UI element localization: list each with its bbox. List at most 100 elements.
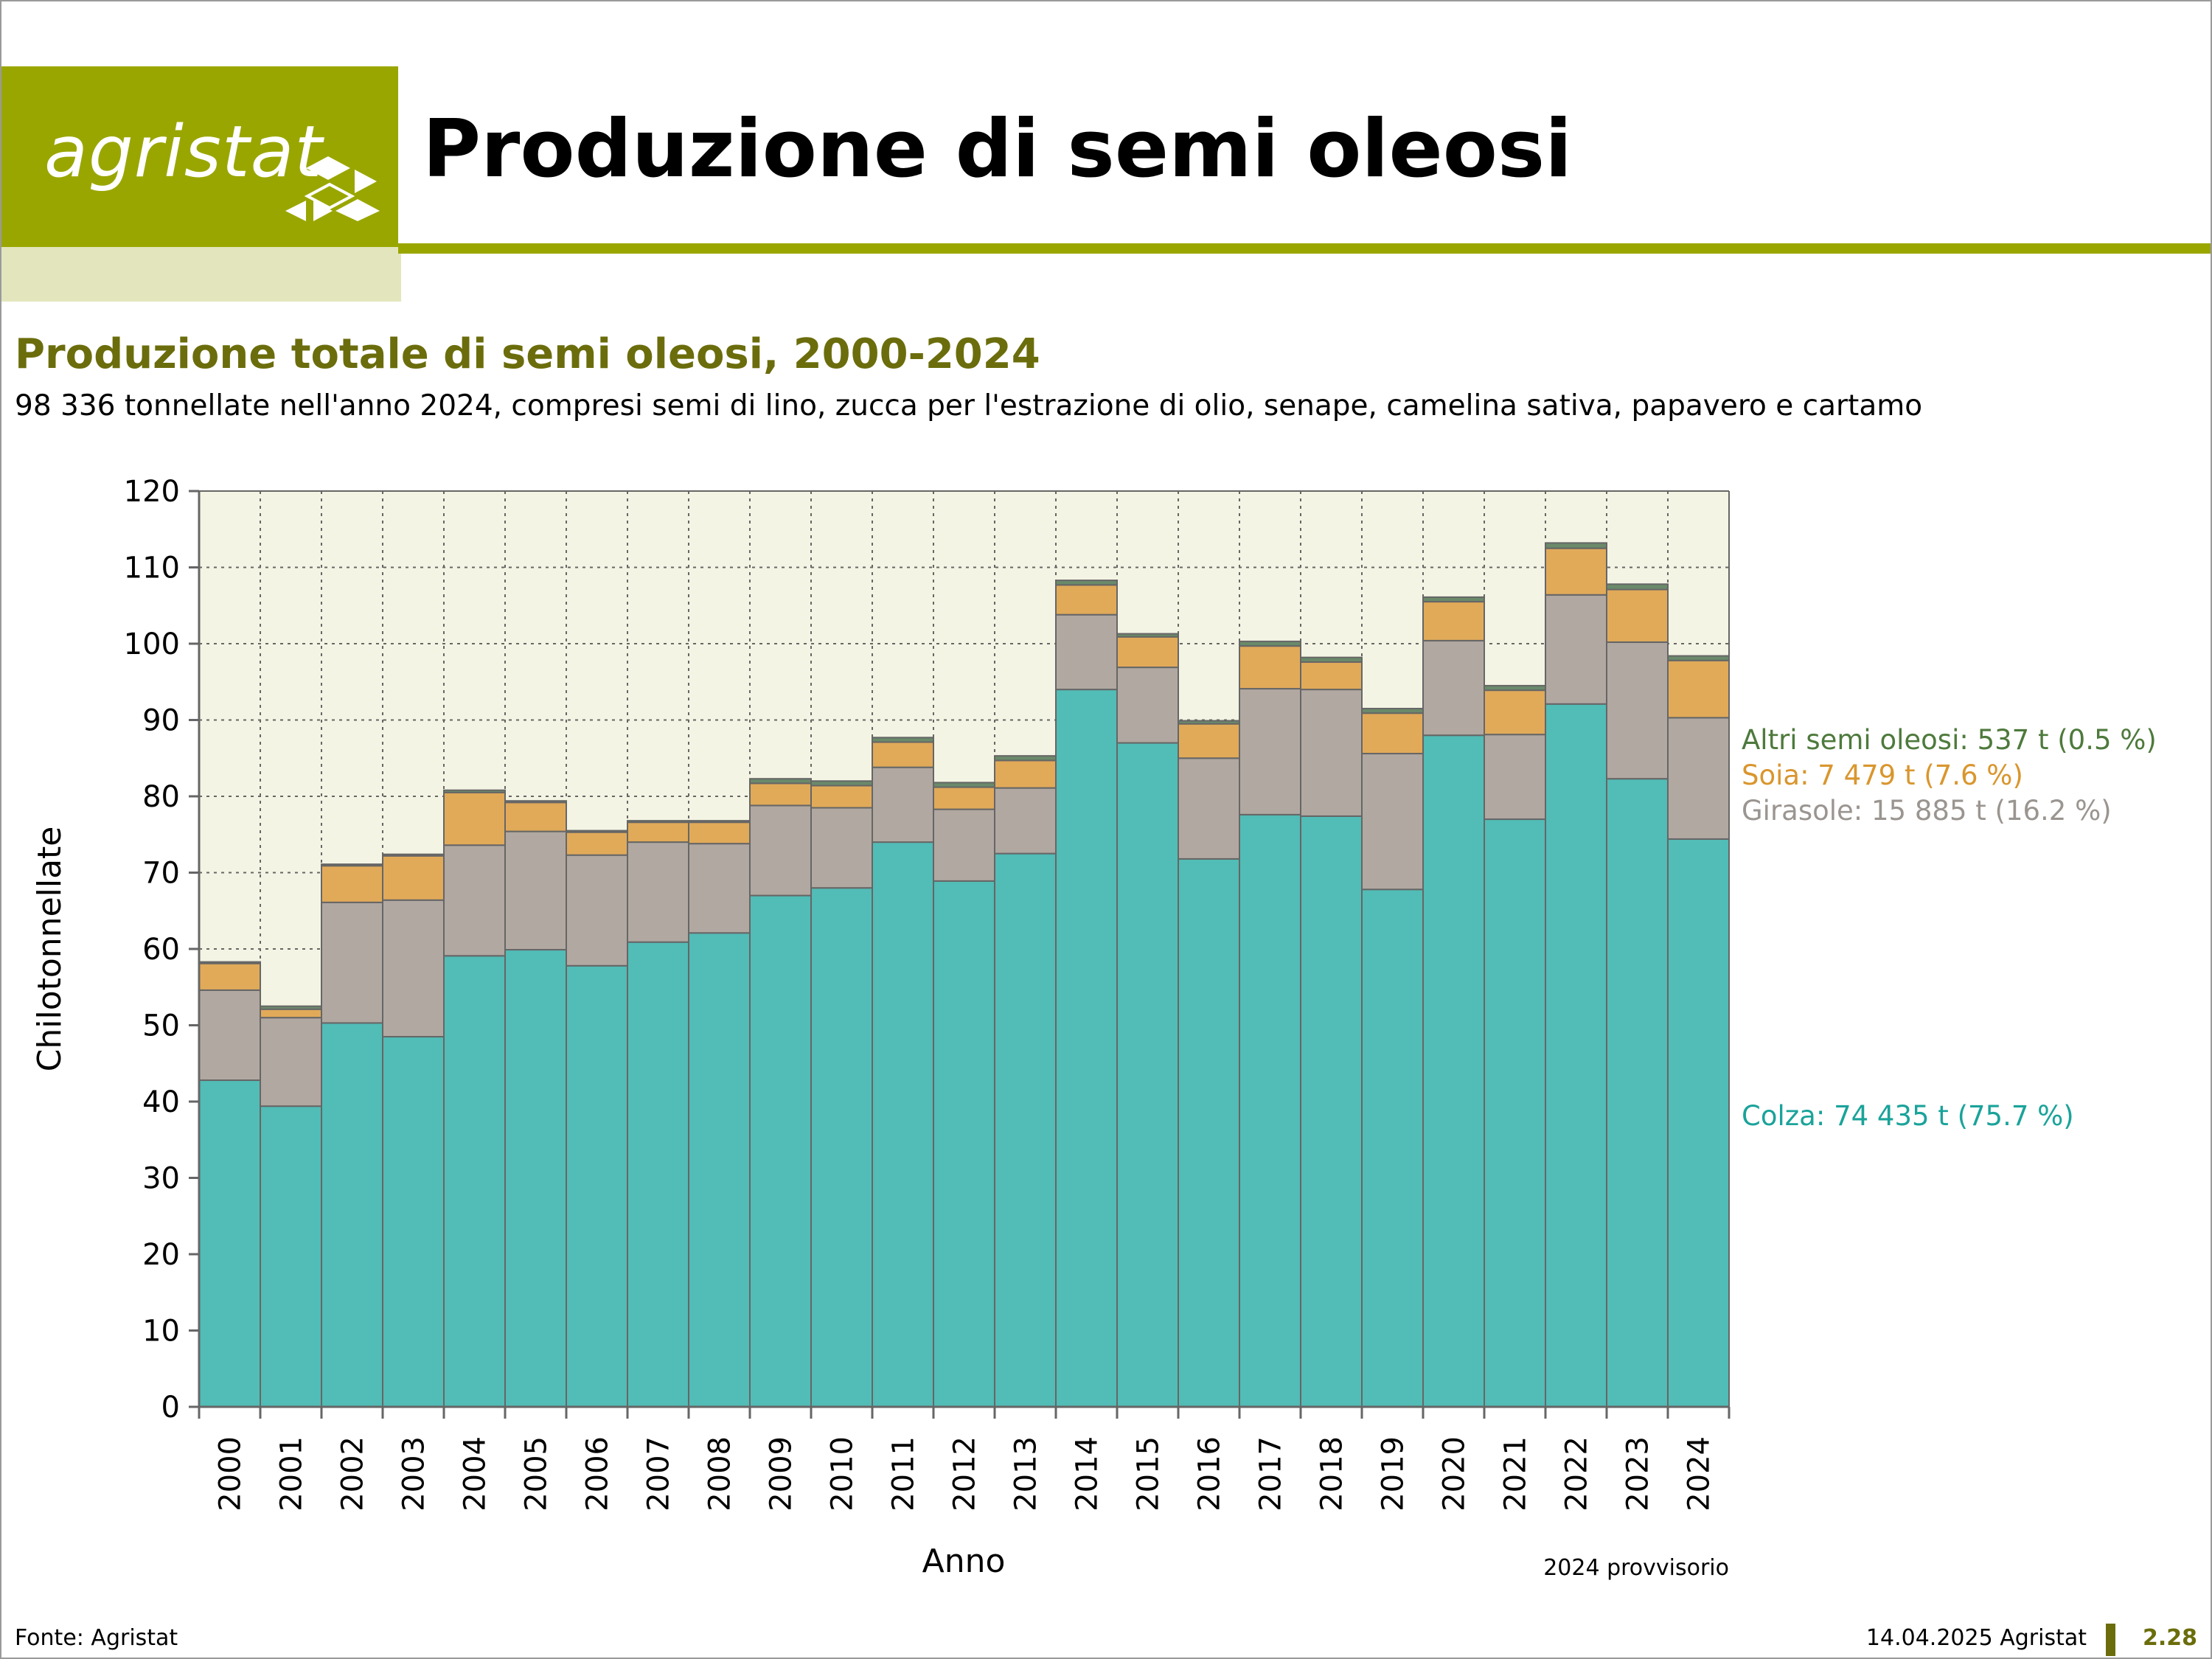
- bar-segment-girasole-2023: [1606, 641, 1669, 780]
- bar-segment-altri-2012: [933, 782, 995, 788]
- bar-segment-soia-2017: [1239, 645, 1301, 690]
- bar-segment-soia-2010: [810, 785, 873, 809]
- x-tick-label: 2021: [1499, 1436, 1533, 1512]
- bar-segment-altri-2023: [1606, 583, 1669, 591]
- x-tick-label: 2002: [336, 1436, 370, 1512]
- page-number: 2.28: [2142, 1625, 2197, 1651]
- bar-segment-girasole-2021: [1484, 734, 1546, 821]
- bar-segment-colza-2007: [627, 941, 689, 1408]
- y-tick-label: 80: [142, 780, 180, 814]
- bar-segment-girasole-2018: [1300, 689, 1363, 817]
- y-tick-label: 100: [124, 627, 180, 661]
- series-label-altri: Altri semi oleosi: 537 t (0.5 %): [1742, 724, 2157, 756]
- bar-segment-girasole-2003: [382, 899, 445, 1038]
- bar-segment-soia-2000: [198, 962, 261, 991]
- stacked-bar-chart: 0 10 20 30 40 50 60 70 80 90 100 110 120 2000 2001 2002…: [31, 475, 2157, 1581]
- bar-segment-soia-2006: [566, 831, 628, 856]
- bar-segment-soia-2023: [1606, 588, 1669, 643]
- y-tick-label: 120: [124, 475, 180, 509]
- logo-underbar: [1, 247, 401, 302]
- bar-segment-girasole-2011: [872, 766, 934, 844]
- provisional-note: 2024 provvisorio: [1543, 1555, 1729, 1581]
- bar-segment-colza-2011: [872, 841, 934, 1408]
- source-note: Fonte: Agristat: [15, 1625, 178, 1651]
- footer-marker: [2106, 1624, 2115, 1656]
- bar-segment-altri-2006: [566, 830, 628, 833]
- bar-segment-colza-2008: [688, 932, 751, 1408]
- y-tick-label: 40: [142, 1085, 180, 1119]
- bar-segment-altri-2010: [810, 780, 873, 787]
- bar-segment-soia-2009: [749, 782, 812, 807]
- bar-segment-colza-2018: [1300, 815, 1363, 1408]
- x-tick-label: 2023: [1621, 1436, 1655, 1512]
- bar-segment-colza-2022: [1545, 703, 1607, 1408]
- logo-mark-icon: [285, 156, 380, 221]
- bar-segment-colza-2024: [1667, 838, 1730, 1408]
- bar-segment-soia-2013: [994, 759, 1057, 789]
- x-tick-label: 2018: [1315, 1436, 1349, 1512]
- bar-segment-girasole-2009: [749, 804, 812, 897]
- bar-segment-colza-2017: [1239, 813, 1301, 1408]
- bar-segment-colza-2006: [566, 964, 628, 1408]
- bar-segment-soia-2015: [1116, 636, 1179, 669]
- series-label-colza: Colza: 74 435 t (75.7 %): [1742, 1100, 2074, 1132]
- bar-segment-soia-2005: [504, 801, 567, 832]
- x-tick-label: 2003: [397, 1436, 431, 1512]
- bar-segment-altri-2021: [1484, 684, 1546, 692]
- logo-panel: [1, 66, 398, 247]
- y-tick-label: 110: [124, 552, 180, 585]
- bar-segment-altri-2022: [1545, 542, 1607, 549]
- bar-segment-soia-2002: [321, 865, 383, 903]
- bar-segment-colza-2023: [1606, 778, 1669, 1408]
- bar-segment-altri-2008: [688, 820, 751, 824]
- y-tick-label: 0: [161, 1391, 180, 1425]
- bar-segment-colza-2003: [382, 1036, 445, 1408]
- bar-segment-colza-2020: [1422, 734, 1485, 1408]
- bar-segment-colza-2004: [443, 955, 506, 1408]
- bar-segment-girasole-2022: [1545, 594, 1607, 705]
- x-tick-label: 2007: [642, 1436, 676, 1512]
- x-tick-label: 2004: [459, 1436, 493, 1512]
- x-tick-label: 2000: [214, 1436, 248, 1512]
- x-tick-label: 2020: [1438, 1436, 1472, 1512]
- bar-segment-colza-2002: [321, 1022, 383, 1408]
- bar-segment-altri-2011: [872, 737, 934, 743]
- bar-segment-colza-2014: [1055, 689, 1118, 1408]
- bar-segment-soia-2018: [1300, 661, 1363, 691]
- bar-segment-girasole-2014: [1055, 613, 1118, 691]
- bar-segment-girasole-2000: [198, 989, 261, 1082]
- bar-segment-girasole-2008: [688, 843, 751, 934]
- bar-segment-soia-2020: [1422, 601, 1485, 641]
- chart-title: Produzione totale di semi oleosi, 2000-2…: [15, 330, 1040, 378]
- bar-segment-girasole-2017: [1239, 688, 1301, 815]
- x-tick-label: 2015: [1132, 1436, 1166, 1512]
- bar-segment-girasole-2007: [627, 841, 689, 943]
- x-tick-label: 2022: [1560, 1436, 1594, 1512]
- bar-segment-altri-2013: [994, 755, 1057, 762]
- bar-segment-girasole-2012: [933, 808, 995, 882]
- bar-segment-colza-2015: [1116, 742, 1179, 1408]
- bar-segment-altri-2018: [1300, 656, 1363, 663]
- bar-segment-colza-2021: [1484, 818, 1546, 1408]
- x-tick-label: 2017: [1254, 1436, 1288, 1512]
- bar-segment-girasole-2020: [1422, 639, 1485, 737]
- bar-segment-soia-2021: [1484, 689, 1546, 736]
- x-tick-label: 2019: [1377, 1436, 1411, 1512]
- bar-segment-soia-2011: [872, 741, 934, 768]
- bar-segment-soia-2003: [382, 855, 445, 901]
- bar-segment-girasole-2002: [321, 901, 383, 1024]
- x-tick-label: 2024: [1683, 1436, 1717, 1512]
- bar-segment-altri-2000: [198, 961, 261, 964]
- x-tick-label: 2005: [520, 1436, 554, 1512]
- bar-segment-altri-2020: [1422, 596, 1485, 603]
- y-tick-label: 60: [142, 933, 180, 967]
- bar-segment-altri-2024: [1667, 655, 1730, 661]
- bar-segment-colza-2000: [198, 1079, 261, 1408]
- bar-segment-girasole-2010: [810, 807, 873, 889]
- bar-segment-altri-2007: [627, 820, 689, 824]
- chart-subtitle: 98 336 tonnellate nell'anno 2024, compre…: [15, 389, 1923, 422]
- series-label-soia: Soia: 7 479 t (7.6 %): [1742, 759, 2023, 791]
- bar-segment-colza-2013: [994, 852, 1057, 1408]
- y-axis-title: Chilotonnellate: [31, 827, 69, 1072]
